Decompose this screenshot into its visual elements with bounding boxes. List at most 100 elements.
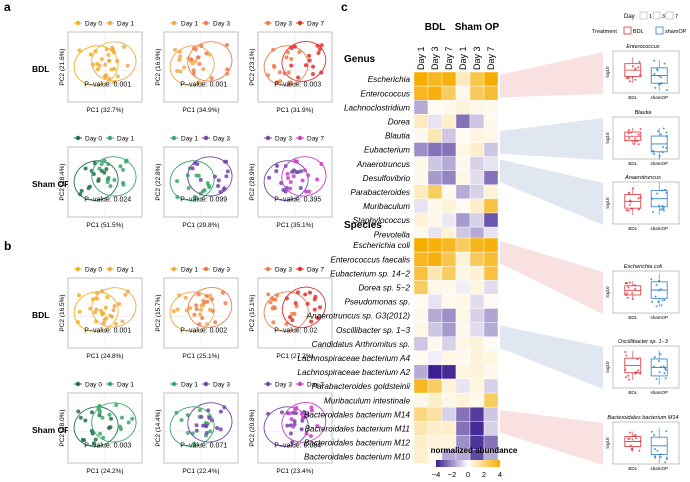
sample-point (307, 58, 312, 63)
sample-point (289, 57, 294, 62)
group-ellipse (281, 286, 326, 329)
point (658, 279, 661, 282)
point (656, 449, 659, 452)
y-axis-label: PC2 (15.1%) (249, 294, 256, 331)
sample-point (305, 301, 310, 306)
point (631, 292, 634, 295)
sample-point (317, 47, 322, 52)
sample-point (281, 187, 286, 192)
legend-label: Day 1 (117, 21, 134, 28)
sample-point (177, 293, 182, 298)
heatmap-cell (455, 294, 471, 309)
sample-point (200, 315, 205, 320)
sample-point (294, 170, 299, 175)
row-label: Escherichia (368, 75, 411, 84)
y-axis-label: log10 (605, 132, 610, 144)
y-axis-label: PC2 (18.4%) (59, 163, 66, 200)
sample-point (102, 158, 107, 163)
heatmap-cell (441, 308, 457, 323)
point (654, 86, 657, 89)
heatmap-cell (413, 308, 429, 323)
legend-key-dot (171, 20, 177, 26)
point (637, 208, 640, 211)
heatmap-cell (483, 421, 499, 436)
sample-point (191, 46, 196, 51)
legend-key-dot (297, 135, 303, 141)
point (651, 149, 654, 152)
sample-point (291, 424, 296, 429)
sample-point (286, 70, 291, 75)
heatmap-cell (455, 212, 471, 228)
x-tick-label: shamOP (650, 466, 668, 471)
sample-point (291, 174, 296, 179)
sample-point (199, 414, 204, 419)
column-label: Day 1 (458, 46, 468, 70)
point (636, 140, 639, 143)
y-axis-label: log10 (605, 361, 610, 373)
section-title: Genus (344, 54, 376, 65)
legend-key-dot (171, 266, 177, 272)
heatmap-cell (427, 198, 443, 214)
row-label: Enterococcus (360, 89, 410, 98)
legend-key (623, 26, 632, 35)
sample-point (209, 76, 214, 81)
sample-point (312, 297, 317, 302)
heatmap-cell (455, 128, 471, 143)
legend-label: Day 3 (213, 382, 230, 389)
sample-point (210, 309, 215, 314)
sample-point (204, 51, 209, 56)
heatmap-cell (455, 364, 471, 380)
sample-point (77, 309, 82, 314)
p-value: P−value: 0.395 (274, 197, 321, 204)
sample-point (304, 189, 309, 194)
heatmap-cell (455, 336, 471, 352)
heatmap-cell (441, 251, 457, 267)
sample-point (81, 438, 86, 443)
point (657, 289, 660, 292)
sample-point (201, 189, 206, 194)
point (624, 368, 627, 371)
sample-point (207, 415, 212, 420)
sample-point (222, 405, 227, 410)
p-value: P−value: 0.003 (274, 82, 321, 89)
point (634, 67, 637, 70)
heatmap-cell (427, 421, 443, 436)
panel-label-b: b (4, 239, 11, 253)
sample-point (299, 169, 304, 174)
sample-point (185, 430, 190, 435)
sample-point (171, 309, 176, 314)
heatmap-cell (441, 350, 457, 366)
row-label: Desulfovibrio (363, 174, 411, 183)
heatmap-cell (413, 266, 429, 281)
heatmap-cell (469, 308, 485, 323)
legend-key-dot (203, 266, 209, 272)
legend-key-dot (297, 20, 303, 26)
section-title: Species (344, 220, 382, 231)
legend: Day 1 Day 3 (170, 267, 230, 274)
point (636, 371, 639, 374)
sample-point (303, 292, 308, 297)
row-label: Enterococcus faecalis (330, 255, 410, 264)
point (637, 197, 640, 200)
sample-point (274, 169, 279, 174)
heatmap-cell (441, 184, 457, 200)
boxplot-frame (612, 345, 680, 389)
row-label: BDL (32, 310, 49, 320)
sample-point (272, 64, 277, 69)
boxplot-title: Blautia (635, 110, 652, 116)
point (636, 358, 639, 361)
legend-label: Day 3 (275, 267, 292, 274)
point (633, 142, 636, 145)
heatmap-cell (455, 85, 471, 101)
sample-point (192, 441, 197, 446)
sample-point (285, 50, 290, 55)
point (663, 372, 666, 375)
sample-point (91, 171, 96, 176)
sample-point (284, 296, 289, 301)
point (653, 153, 656, 156)
point (659, 453, 662, 456)
group-ellipse (281, 41, 327, 82)
sample-point (290, 318, 295, 323)
group-ellipse (281, 402, 327, 443)
x-tick-label: BDL (628, 315, 637, 320)
